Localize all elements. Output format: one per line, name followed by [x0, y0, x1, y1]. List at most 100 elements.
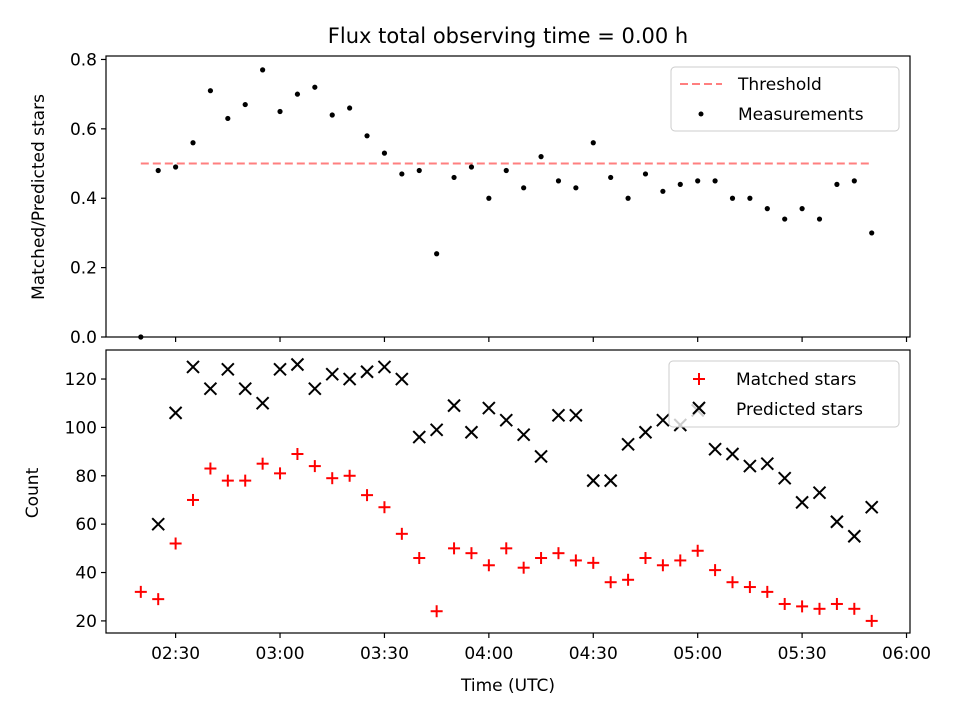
predicted-stars-point [603, 473, 618, 488]
measurements-point [312, 84, 318, 90]
measurements-point [486, 195, 492, 201]
y-tick-label: 0.4 [70, 189, 97, 209]
predicted-stars-point [221, 362, 235, 377]
predicted-stars-point [743, 459, 757, 473]
matched-stars-point [482, 559, 495, 572]
predicted-stars-point [395, 372, 409, 386]
matched-stars-point [326, 472, 339, 485]
predicted-stars-point [482, 401, 496, 415]
measurements-point [851, 178, 857, 184]
measurements-point [277, 108, 283, 115]
matched-stars-point [587, 556, 600, 569]
matched-stars-point [308, 460, 321, 473]
ratio-legend-box [670, 66, 900, 132]
measurements-point [242, 101, 248, 108]
ratio-legend: Threshold Measurements [670, 66, 900, 132]
matched-stars-point [221, 474, 234, 487]
predicted-stars-point [847, 529, 862, 543]
measurements-point [660, 188, 666, 194]
matched-stars-point [378, 501, 391, 514]
matched-stars-point [639, 552, 652, 565]
x-tick-label: 03:00 [256, 644, 305, 664]
matched-stars-point [343, 469, 356, 482]
y-tick-label: 80 [75, 467, 97, 487]
predicted-stars-point [516, 427, 531, 442]
measurements-point [695, 178, 701, 184]
matched-stars-point [517, 561, 530, 574]
matched-stars-point [622, 573, 635, 586]
matched-stars-point [761, 585, 774, 598]
measurements-point [729, 195, 736, 201]
y-tick-label: 0.6 [70, 120, 97, 140]
measurements-legend-swatch [698, 111, 704, 117]
measurements-point [294, 91, 301, 97]
predicted-stars-point [830, 515, 844, 529]
predicted-legend-swatch [692, 401, 706, 415]
predicted-stars-point [325, 367, 339, 381]
measurements-point [677, 181, 683, 187]
measurements-point [816, 216, 823, 222]
measurements-point [225, 115, 231, 122]
predicted-stars-point [360, 365, 374, 379]
matched-stars-point [726, 576, 739, 589]
x-tick-label: 05:30 [778, 644, 827, 664]
legend-predicted-label: Predicted stars [736, 400, 863, 420]
measurements-point [712, 178, 718, 184]
x-tick-label: 05:00 [673, 644, 722, 664]
predicted-stars-point [865, 500, 879, 514]
measurements-point [573, 185, 579, 191]
measurements-point [207, 88, 214, 94]
predicted-stars-point [429, 423, 444, 437]
measurements-point [869, 230, 875, 236]
predicted-stars-point [534, 449, 548, 464]
predicted-stars-point [708, 442, 722, 456]
predicted-stars-point [499, 413, 513, 427]
ratio-panel: 0.00.20.40.60.8 Matched/Predicted stars … [29, 50, 911, 348]
measurements-point [625, 195, 631, 201]
y-tick-label: 120 [65, 370, 97, 390]
matched-stars-point [743, 581, 756, 594]
matched-stars-point [187, 493, 200, 506]
matched-stars-point [361, 489, 374, 502]
predicted-stars-point [151, 517, 165, 531]
measurements-point [834, 181, 840, 187]
measurements-point [764, 206, 770, 212]
y-tick-label: 60 [75, 515, 97, 535]
measurements-point [608, 174, 614, 181]
count-legend: Matched stars Predicted stars [668, 360, 900, 428]
ratio-axes-frame [105, 55, 911, 338]
matched-stars-point [674, 554, 687, 567]
predicted-stars-point [464, 425, 479, 439]
matched-stars-point [465, 547, 478, 560]
predicted-stars-point [586, 473, 600, 488]
matched-stars-point [691, 544, 704, 557]
count-axes-frame [105, 349, 911, 634]
predicted-stars-point [186, 360, 200, 374]
measurements-point [451, 174, 457, 181]
matched-stars-point [813, 602, 826, 615]
measurements-point [642, 171, 649, 177]
matched-stars-point [865, 614, 878, 627]
x-axis-label: Time (UTC) [460, 676, 555, 696]
x-tick-label: 04:30 [569, 644, 618, 664]
count-y-axis-label: Count [23, 467, 43, 518]
y-tick-label: 0.0 [70, 328, 97, 348]
matched-stars-point [239, 474, 252, 487]
legend-threshold-label: Threshold [737, 75, 822, 95]
measurements-point [416, 167, 422, 174]
measurements-point [799, 206, 805, 212]
y-tick-label: 100 [65, 418, 97, 438]
measurements-point [399, 171, 405, 177]
x-tick-label: 04:00 [464, 644, 513, 664]
measurements-point [590, 140, 596, 146]
measurements-point [747, 195, 753, 201]
measurements-point [555, 178, 562, 184]
matched-stars-point [169, 537, 182, 550]
matched-legend-swatch [693, 373, 705, 385]
predicted-stars-point [255, 396, 270, 410]
matched-stars-point [656, 559, 669, 572]
measurements-point [260, 67, 266, 73]
predicted-stars-point [551, 408, 566, 423]
predicted-stars-point [447, 398, 461, 413]
